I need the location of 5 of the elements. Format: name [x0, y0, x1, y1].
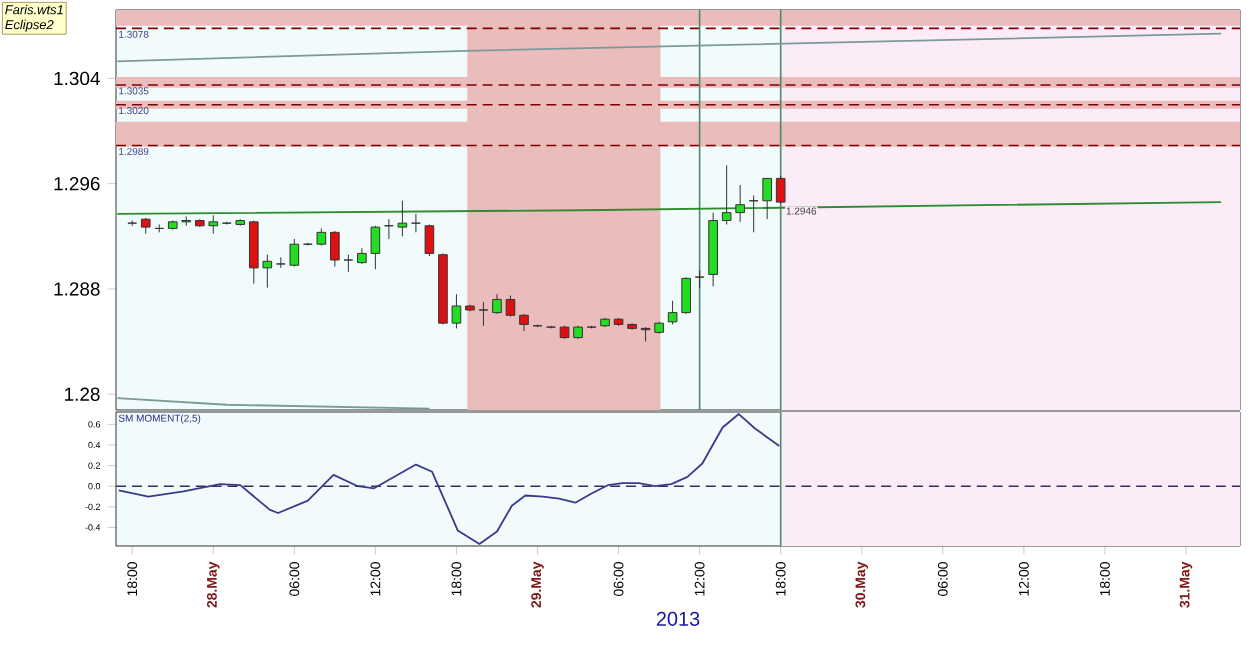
- y-tick-label: 1.28: [65, 387, 100, 401]
- y-tick-label: 1.304: [54, 71, 100, 86]
- y-tick-label: 1.288: [54, 282, 100, 296]
- x-axis-title: 2013: [656, 611, 700, 626]
- y-tick-label: 1.296: [54, 176, 100, 191]
